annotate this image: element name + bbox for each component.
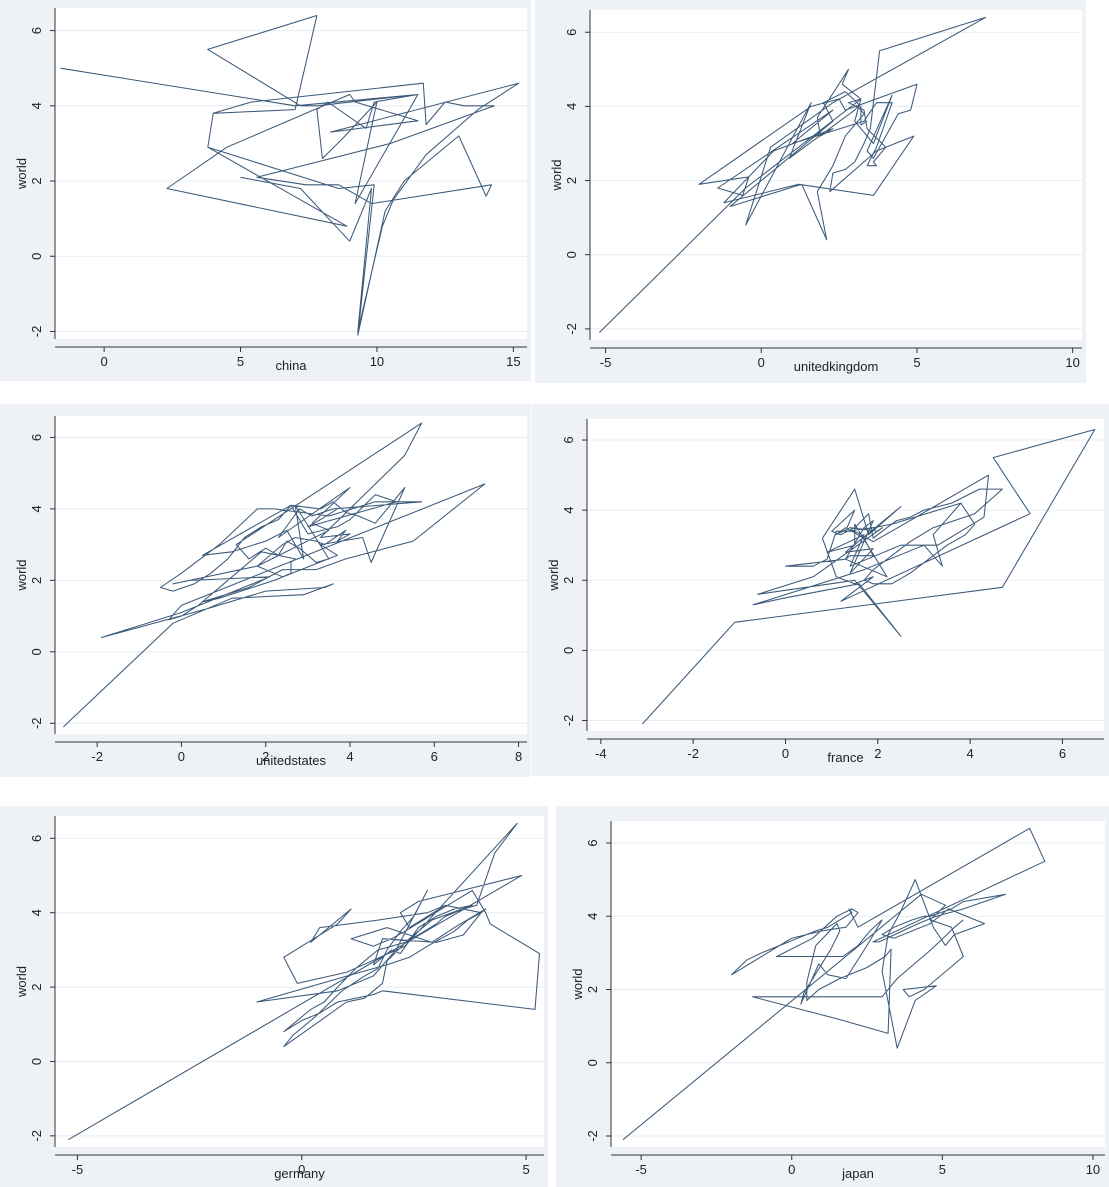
y-tick-label: 0 — [585, 1059, 600, 1066]
y-axis-label: world — [14, 559, 29, 591]
x-axis-label: france — [827, 750, 863, 765]
chart-panel-france: -2 0 2 4 6 -4 -2 0 2 4 6 france world — [532, 404, 1109, 776]
x-tick-label: 8 — [515, 749, 522, 764]
y-tick-label: -2 — [29, 1130, 44, 1142]
y-tick-label: 2 — [564, 177, 579, 184]
y-tick-label: 4 — [29, 909, 44, 916]
series-line-france — [642, 428, 1096, 725]
y-tick-label: 2 — [561, 577, 576, 584]
x-tick-label: 5 — [522, 1162, 529, 1177]
chart-svg-germany: -2 0 2 4 6 -5 0 5 germany world — [14, 816, 544, 1181]
x-tick-label: 5 — [939, 1162, 946, 1177]
x-tick-label: 0 — [100, 354, 107, 369]
plot-area — [611, 821, 1105, 1147]
y-tick-label: 2 — [29, 983, 44, 990]
y-tick-label: -2 — [564, 323, 579, 335]
x-tick-label: 2 — [262, 749, 269, 764]
x-tick-label: -5 — [72, 1162, 84, 1177]
y-tick-label: 2 — [29, 177, 44, 184]
x-axis-label: unitedstates — [256, 753, 327, 768]
y-axis-label: world — [546, 559, 561, 591]
y-tick-label: 0 — [29, 1058, 44, 1065]
y-tick-label: 6 — [29, 27, 44, 34]
x-axis-label: china — [275, 358, 307, 373]
y-tick-label: 4 — [29, 102, 44, 109]
y-tick-label: -2 — [585, 1130, 600, 1142]
y-tick-label: 0 — [29, 648, 44, 655]
y-tick-label: -2 — [561, 715, 576, 727]
chart-svg-unitedstates: -2 0 2 4 6 -2 0 2 4 6 8 unitedstates world — [14, 416, 527, 768]
y-axis-label: world — [14, 158, 29, 190]
x-tick-label: 6 — [431, 749, 438, 764]
x-tick-label: 4 — [346, 749, 353, 764]
x-tick-label: 2 — [874, 746, 881, 761]
x-axis-label: unitedkingdom — [794, 359, 879, 374]
x-axis-label: japan — [841, 1166, 874, 1181]
x-tick-label: 10 — [370, 354, 384, 369]
x-axis-label: germany — [274, 1166, 325, 1181]
y-tick-label: -2 — [29, 326, 44, 338]
y-tick-label: 6 — [561, 436, 576, 443]
y-tick-label: -2 — [29, 717, 44, 729]
chart-svg-japan: -2 0 2 4 6 -5 0 5 10 japan world — [570, 821, 1105, 1181]
x-tick-label: 0 — [782, 746, 789, 761]
series-line-germany — [68, 822, 541, 1141]
series-line-unitedstates — [63, 422, 486, 728]
y-tick-label: 4 — [29, 505, 44, 512]
y-tick-label: 2 — [585, 986, 600, 993]
x-tick-label: 10 — [1086, 1162, 1100, 1177]
x-tick-label: -2 — [91, 749, 103, 764]
y-axis-label: world — [570, 968, 585, 1000]
chart-panel-unitedkingdom: -2 0 2 4 6 -5 0 5 10 unitedkingdom world — [535, 0, 1086, 383]
x-tick-label: -5 — [635, 1162, 647, 1177]
x-tick-label: 0 — [788, 1162, 795, 1177]
y-tick-label: 4 — [564, 103, 579, 110]
y-tick-label: 6 — [29, 835, 44, 842]
y-axis-label: world — [549, 159, 564, 191]
series-line-china — [60, 14, 520, 336]
y-tick-label: 6 — [564, 29, 579, 36]
y-tick-label: 6 — [585, 839, 600, 846]
x-tick-label: 0 — [298, 1162, 305, 1177]
y-tick-label: 2 — [29, 577, 44, 584]
x-tick-label: 0 — [758, 355, 765, 370]
y-tick-label: 0 — [29, 253, 44, 260]
series-line-japan — [622, 827, 1046, 1141]
chart-panel-japan-main: -2 0 2 4 6 -5 0 5 10 japan world — [556, 806, 1109, 1187]
x-tick-label: 5 — [237, 354, 244, 369]
x-tick-label: 5 — [913, 355, 920, 370]
x-tick-label: 6 — [1059, 746, 1066, 761]
plot-area — [55, 816, 544, 1147]
x-tick-label: 0 — [178, 749, 185, 764]
x-tick-label: 4 — [967, 746, 974, 761]
chart-panel-unitedstates: -2 0 2 4 6 -2 0 2 4 6 8 unitedstates world — [0, 404, 531, 777]
x-tick-label: -2 — [687, 746, 699, 761]
chart-svg-france: -2 0 2 4 6 -4 -2 0 2 4 6 france world — [546, 419, 1104, 765]
plot-area — [590, 10, 1082, 340]
chart-svg-china: -2 0 2 4 6 0 5 10 15 china world — [14, 8, 527, 373]
y-tick-label: 4 — [561, 507, 576, 514]
y-tick-label: 6 — [29, 434, 44, 441]
chart-panel-germany: -2 0 2 4 6 -5 0 5 germany world — [0, 806, 548, 1187]
y-tick-label: 0 — [564, 251, 579, 258]
x-tick-label: -4 — [595, 746, 607, 761]
y-tick-label: 4 — [585, 913, 600, 920]
y-tick-label: 0 — [561, 647, 576, 654]
chart-svg-unitedkingdom: -2 0 2 4 6 -5 0 5 10 unitedkingdom world — [549, 10, 1082, 374]
y-axis-label: world — [14, 966, 29, 998]
plot-area — [55, 416, 527, 734]
x-tick-label: -5 — [600, 355, 612, 370]
x-tick-label: 15 — [506, 354, 520, 369]
chart-panel-china: -2 0 2 4 6 0 5 10 15 china world — [0, 0, 531, 381]
x-tick-label: 10 — [1065, 355, 1079, 370]
plot-area — [587, 419, 1104, 731]
series-line-unitedkingdom — [598, 16, 987, 333]
